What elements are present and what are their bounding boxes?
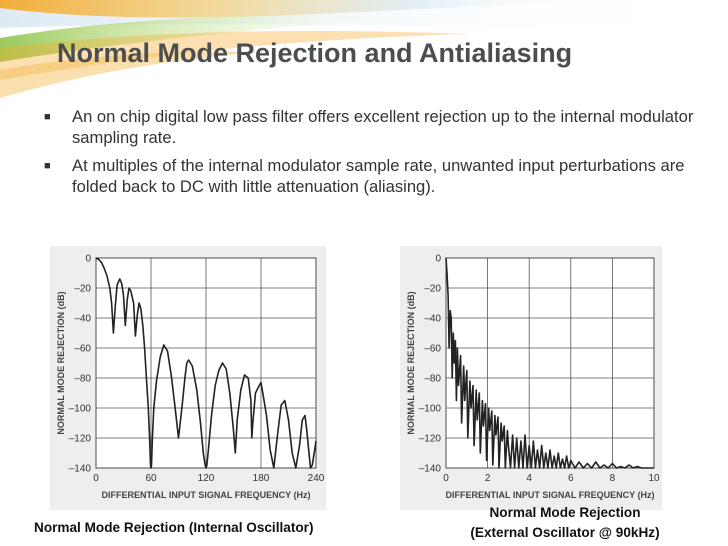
- chart-internal-oscillator-svg: 0 60 120 180 240 0 –20 –40 –60 –80 –100 –120 –140 DIF…: [56, 254, 325, 501]
- y-tick-label: –80: [424, 374, 441, 385]
- y-tick-label: –100: [69, 404, 92, 415]
- x-tick-label: 10: [648, 473, 660, 484]
- bullet-list: ■ An on chip digital low pass filter off…: [38, 106, 698, 204]
- y-tick-label: –120: [419, 434, 442, 445]
- y-tick-label: –60: [424, 344, 441, 355]
- slide-title: Normal Mode Rejection and Antialiasing: [57, 38, 573, 68]
- caption-right-line1: Normal Mode Rejection: [489, 505, 641, 520]
- series-line: [95, 257, 317, 469]
- chart-internal-oscillator: 0 60 120 180 240 0 –20 –40 –60 –80 –100 –120 –140 DIF…: [50, 246, 326, 510]
- chart-external-oscillator-svg: 0 2 4 6 8 10 0 –20 –40 –60 –80 –100 –120 –140 DIFFEREN…: [406, 254, 660, 501]
- x-tick-label: 8: [610, 473, 616, 484]
- y-tick-label: –140: [419, 464, 442, 475]
- x-tick-label: 2: [485, 473, 491, 484]
- x-tick-label: 60: [145, 473, 157, 484]
- x-tick-label: 120: [198, 473, 215, 484]
- y-tick-label: 0: [435, 254, 441, 265]
- caption-left: Normal Mode Rejection (Internal Oscillat…: [34, 520, 314, 535]
- x-tick-label: 180: [253, 473, 270, 484]
- bullet-item: ■ An on chip digital low pass filter off…: [38, 106, 698, 148]
- bullet-item: ■ At multiples of the internal modulator…: [38, 155, 698, 197]
- y-tick-label: –80: [74, 374, 91, 385]
- x-axis-label: DIFFERENTIAL INPUT SIGNAL FREQUENCY (Hz): [101, 490, 310, 500]
- y-axis-label: NORMAL MODE REJECTION (dB): [56, 291, 66, 434]
- square-bullet-icon: ■: [44, 111, 51, 123]
- y-tick-label: –60: [74, 344, 91, 355]
- y-tick-label: –20: [424, 284, 441, 295]
- x-tick-label: 6: [568, 473, 574, 484]
- plot-area: [445, 257, 655, 469]
- y-tick-label: –40: [74, 314, 91, 325]
- x-tick-label: 240: [308, 473, 325, 484]
- y-tick-label: –100: [419, 404, 442, 415]
- header-swoosh-decoration: [0, 0, 728, 98]
- bullet-text: An on chip digital low pass filter offer…: [72, 107, 694, 147]
- x-tick-label: 0: [443, 473, 449, 484]
- y-tick-label: –120: [69, 434, 92, 445]
- chart-external-oscillator: 0 2 4 6 8 10 0 –20 –40 –60 –80 –100 –120 –140 DIFFEREN…: [400, 246, 662, 510]
- bullet-text: At multiples of the internal modulator s…: [72, 156, 685, 196]
- y-axis-label: NORMAL MODE REJECTION (dB): [406, 291, 416, 434]
- y-tick-label: –20: [74, 284, 91, 295]
- caption-right-line2: (External Oscillator @ 90kHz): [470, 525, 660, 540]
- x-axis-label: DIFFERENTIAL INPUT SIGNAL FREQUENCY (Hz): [445, 490, 654, 500]
- y-tick-label: 0: [85, 254, 91, 265]
- series-line: [445, 257, 654, 469]
- x-tick-label: 4: [526, 473, 532, 484]
- y-tick-label: –40: [424, 314, 441, 325]
- y-tick-label: –140: [69, 464, 92, 475]
- x-tick-label: 0: [93, 473, 99, 484]
- square-bullet-icon: ■: [44, 160, 51, 172]
